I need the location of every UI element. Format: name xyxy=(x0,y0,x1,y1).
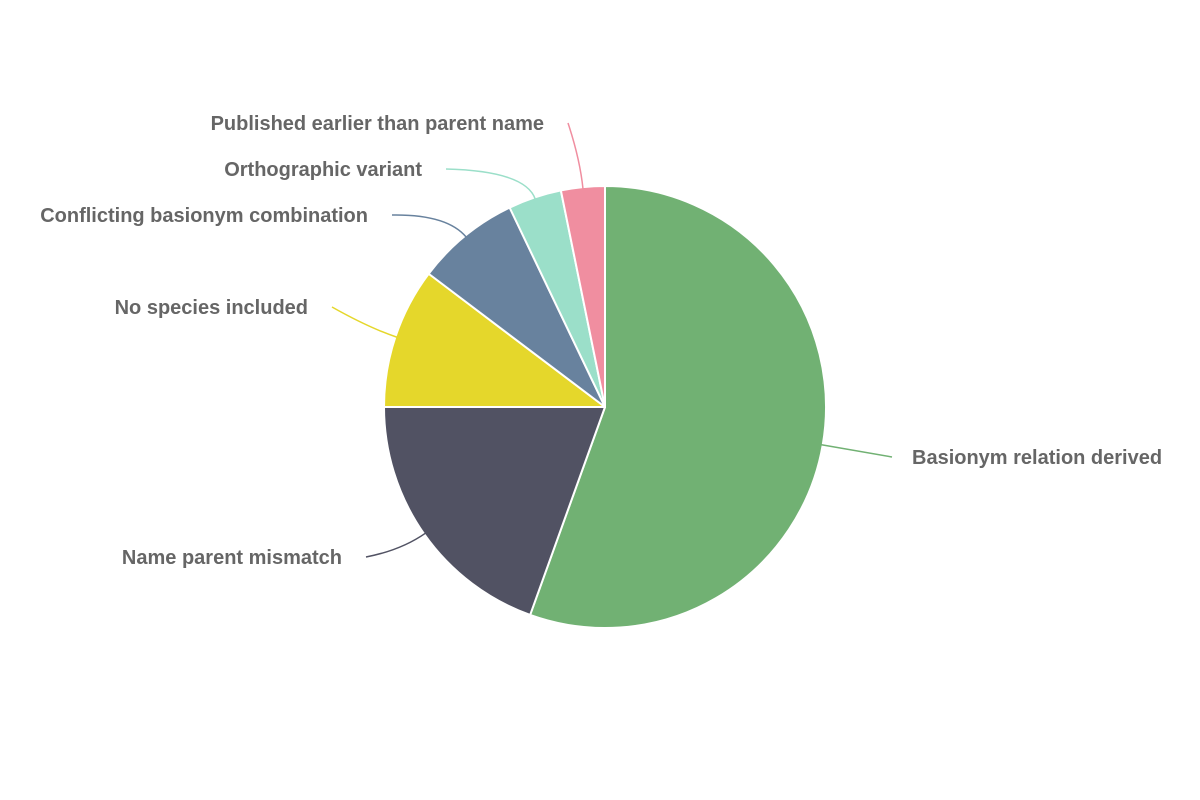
slice-labels: Basionym relation derived Name parent mis… xyxy=(40,113,1162,569)
slice-label-orthographic-variant: Orthographic variant xyxy=(224,159,422,181)
slice-label-name-parent-mismatch: Name parent mismatch xyxy=(122,547,342,569)
slice-label-conflicting-basionym-combination: Conflicting basionym combination xyxy=(40,205,368,227)
leader-lines xyxy=(331,122,893,558)
slice-label-no-species-included: No species included xyxy=(115,297,308,319)
leader-line-published-earlier-than-parent-name xyxy=(567,122,584,190)
leader-line-orthographic-variant xyxy=(445,168,537,200)
slice-label-published-earlier-than-parent-name: Published earlier than parent name xyxy=(211,113,544,135)
slice-label-basionym-relation-derived: Basionym relation derived xyxy=(912,447,1162,469)
pie-slices xyxy=(383,185,827,629)
leader-line-no-species-included xyxy=(331,306,398,339)
leader-line-conflicting-basionym-combination xyxy=(391,214,468,238)
leader-line-name-parent-mismatch xyxy=(365,532,427,558)
leader-line-basionym-relation-derived xyxy=(820,443,893,458)
